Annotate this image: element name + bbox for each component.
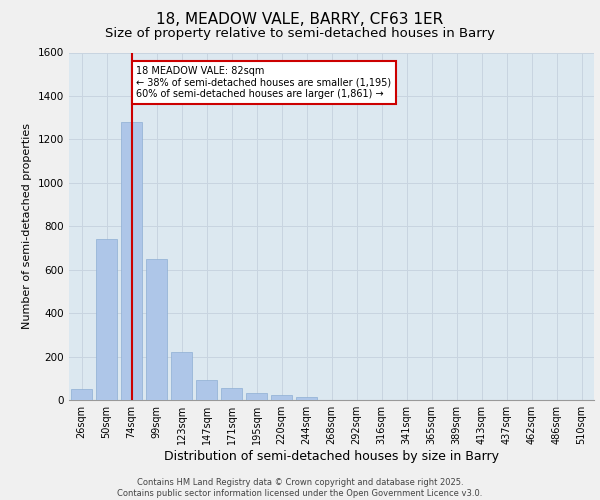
Bar [296, 396, 317, 400]
Bar [221, 388, 242, 400]
Y-axis label: Number of semi-detached properties: Number of semi-detached properties [22, 123, 32, 329]
Bar [246, 394, 267, 400]
Bar [96, 240, 117, 400]
Bar [71, 389, 92, 400]
Bar [271, 395, 292, 400]
X-axis label: Distribution of semi-detached houses by size in Barry: Distribution of semi-detached houses by … [164, 450, 499, 463]
Bar [196, 380, 217, 400]
Bar [121, 122, 142, 400]
Text: 18 MEADOW VALE: 82sqm
← 38% of semi-detached houses are smaller (1,195)
60% of s: 18 MEADOW VALE: 82sqm ← 38% of semi-deta… [137, 66, 392, 98]
Bar [171, 352, 192, 400]
Bar [146, 259, 167, 400]
Text: 18, MEADOW VALE, BARRY, CF63 1ER: 18, MEADOW VALE, BARRY, CF63 1ER [157, 12, 443, 28]
Text: Size of property relative to semi-detached houses in Barry: Size of property relative to semi-detach… [105, 28, 495, 40]
Text: Contains HM Land Registry data © Crown copyright and database right 2025.
Contai: Contains HM Land Registry data © Crown c… [118, 478, 482, 498]
